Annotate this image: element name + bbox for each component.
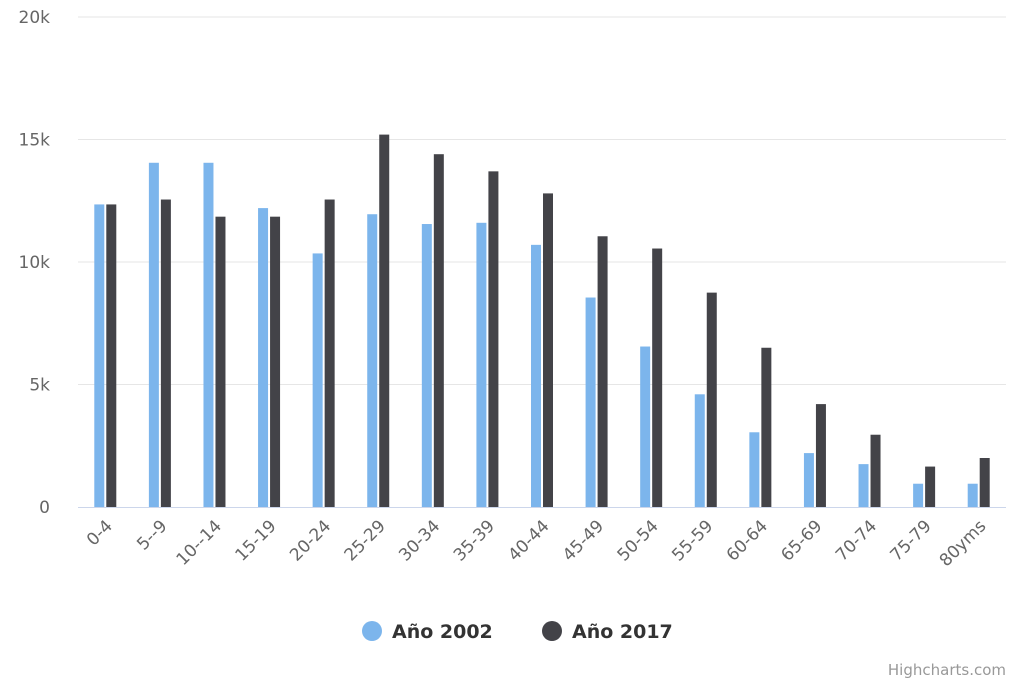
bar[interactable] xyxy=(749,432,760,507)
y-tick-label: 15k xyxy=(19,131,51,151)
x-tick-label: 60-64 xyxy=(723,516,772,565)
bar[interactable] xyxy=(913,483,924,507)
x-tick-label: 75-79 xyxy=(887,516,936,565)
x-tick-label: 55-59 xyxy=(668,516,717,565)
bar[interactable] xyxy=(967,483,978,507)
bar[interactable] xyxy=(870,434,881,507)
bar[interactable] xyxy=(379,134,390,507)
x-tick-label: 70-74 xyxy=(832,516,881,565)
bar[interactable] xyxy=(815,404,826,507)
x-tick-label: 0-4 xyxy=(83,516,117,550)
legend-item[interactable]: Año 2002 xyxy=(362,621,493,643)
x-tick-label: 35-39 xyxy=(450,516,499,565)
legend-item[interactable]: Año 2017 xyxy=(542,621,673,643)
y-axis: 0 5k 10k 15k 20k xyxy=(19,8,51,518)
bar[interactable] xyxy=(160,199,171,507)
legend-marker-icon xyxy=(362,621,382,641)
bar[interactable] xyxy=(215,216,226,508)
bar[interactable] xyxy=(203,162,214,507)
bar[interactable] xyxy=(640,346,651,507)
bar[interactable] xyxy=(106,204,117,508)
bar[interactable] xyxy=(270,216,281,508)
bar[interactable] xyxy=(585,297,596,507)
x-tick-label: 45-49 xyxy=(559,516,608,565)
legend-label: Año 2002 xyxy=(392,621,493,643)
y-tick-label: 5k xyxy=(29,376,50,396)
x-axis: 0-4 5--9 10--14 15-19 20-24 25-29 30-34 35-39 40… xyxy=(83,516,990,571)
bar[interactable] xyxy=(312,253,323,507)
bar[interactable] xyxy=(476,222,487,508)
y-tick-label: 20k xyxy=(19,8,51,28)
bar[interactable] xyxy=(324,199,335,507)
x-tick-label: 10--14 xyxy=(173,516,226,569)
bar[interactable] xyxy=(488,171,499,507)
x-tick-label: 5--9 xyxy=(133,516,171,554)
gridlines xyxy=(78,16,1006,385)
x-tick-label: 65-69 xyxy=(777,516,826,565)
bar[interactable] xyxy=(694,394,705,507)
bar[interactable] xyxy=(761,347,772,507)
bar[interactable] xyxy=(706,292,717,507)
bar[interactable] xyxy=(652,248,663,507)
bar[interactable] xyxy=(597,236,608,507)
bar[interactable] xyxy=(148,162,159,507)
y-tick-label: 10k xyxy=(19,253,51,273)
legend-label: Año 2017 xyxy=(572,621,673,643)
bar[interactable] xyxy=(433,154,444,507)
bar[interactable] xyxy=(94,204,105,508)
bar[interactable] xyxy=(421,224,432,507)
x-tick-label: 15-19 xyxy=(232,516,281,565)
legend-marker-icon xyxy=(542,621,562,641)
credits-link[interactable]: Highcharts.com xyxy=(888,661,1006,679)
bar[interactable] xyxy=(979,458,990,507)
y-tick-label: 0 xyxy=(39,498,50,518)
x-tick-label: 25-29 xyxy=(341,516,390,565)
x-tick-label: 80yms xyxy=(936,516,991,571)
bars xyxy=(94,134,990,508)
bar[interactable] xyxy=(925,466,936,507)
bar[interactable] xyxy=(858,464,869,507)
x-tick-label: 20-24 xyxy=(286,516,335,565)
bar[interactable] xyxy=(367,214,378,507)
legend: Año 2002 Año 2017 xyxy=(362,621,673,643)
x-tick-label: 50-54 xyxy=(614,516,663,565)
bar[interactable] xyxy=(258,208,269,507)
x-tick-label: 30-34 xyxy=(395,516,444,565)
bar[interactable] xyxy=(803,453,814,507)
bar[interactable] xyxy=(531,244,541,507)
x-tick-label: 40-44 xyxy=(504,516,553,565)
bar[interactable] xyxy=(543,193,553,507)
